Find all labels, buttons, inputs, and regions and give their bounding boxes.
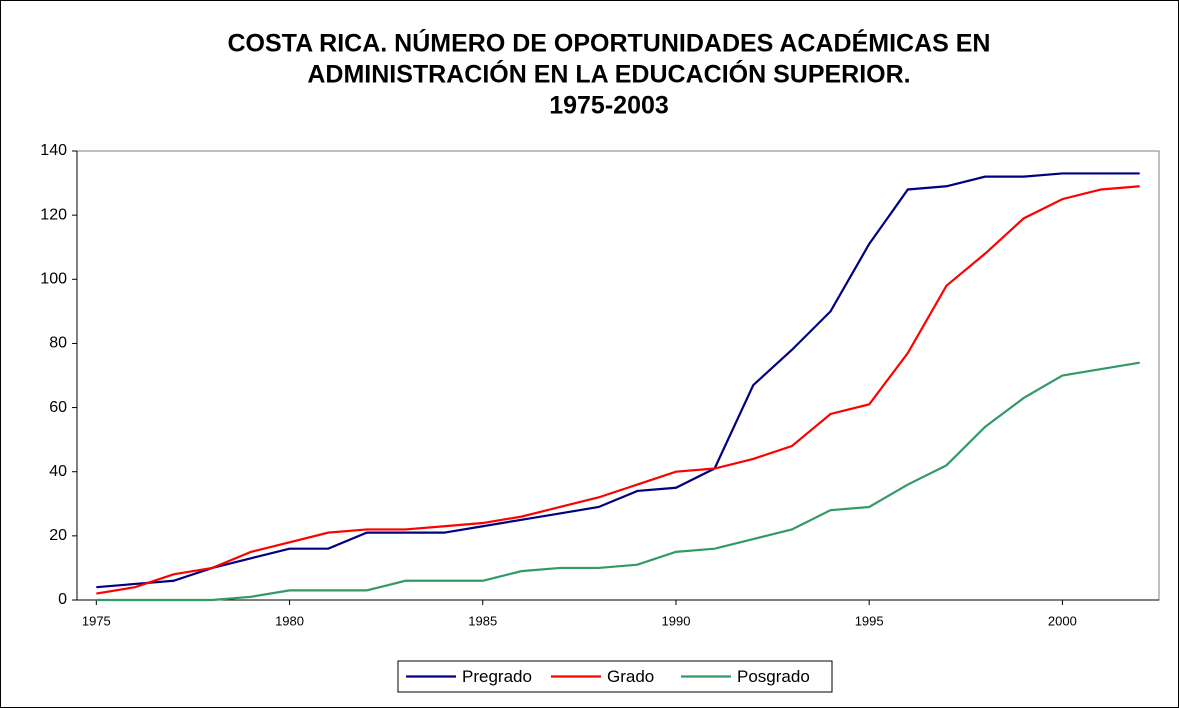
y-tick-label: 120 — [40, 206, 67, 223]
plot-area — [76, 150, 1160, 601]
series-line — [96, 185, 1140, 595]
y-tick-label: 40 — [49, 463, 67, 480]
chart-title: 1975-2003 — [549, 92, 669, 120]
series-line — [96, 172, 1140, 589]
legend-label: Grado — [607, 667, 654, 686]
series-line — [96, 361, 1140, 602]
x-tick-label: 1990 — [662, 613, 691, 628]
x-tick-label: 1975 — [82, 613, 111, 628]
legend-label: Pregrado — [462, 667, 532, 686]
y-tick-label: 0 — [58, 591, 67, 608]
legend-label: Posgrado — [737, 667, 810, 686]
chart-title: COSTA RICA. NÚMERO DE OPORTUNIDADES ACAD… — [228, 28, 991, 58]
y-tick-label: 80 — [49, 335, 67, 352]
y-tick-label: 20 — [49, 527, 67, 544]
chart-title: ADMINISTRACIÓN EN LA EDUCACIÓN SUPERIOR. — [307, 59, 910, 89]
x-tick-label: 1985 — [468, 613, 497, 628]
y-tick-label: 100 — [40, 271, 67, 288]
y-tick-label: 60 — [49, 399, 67, 416]
x-tick-label: 1995 — [855, 613, 884, 628]
x-tick-label: 2000 — [1048, 613, 1077, 628]
x-tick-label: 1980 — [275, 613, 304, 628]
legend-box — [397, 660, 833, 693]
y-tick-label: 140 — [40, 142, 67, 159]
